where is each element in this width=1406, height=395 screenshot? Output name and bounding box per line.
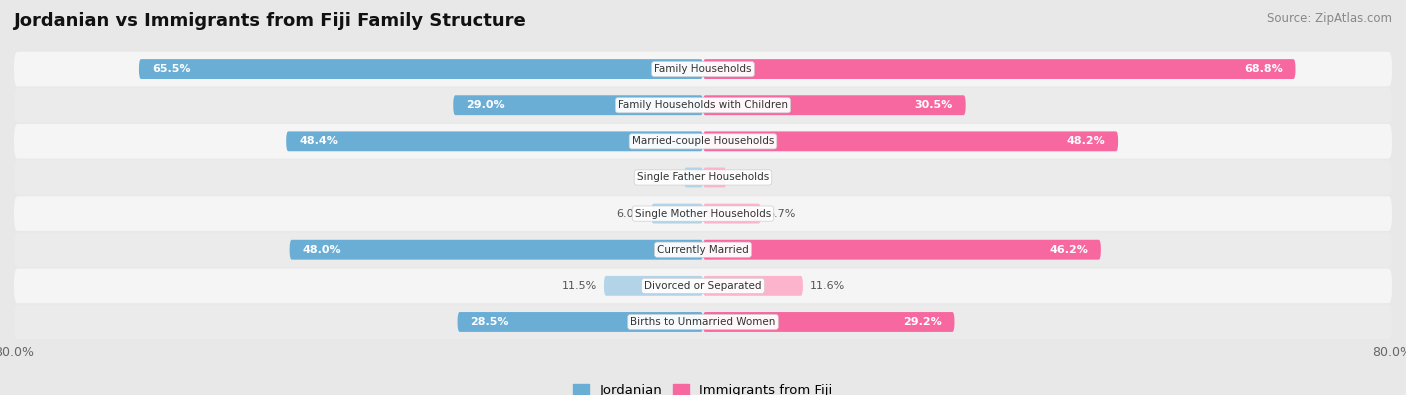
FancyBboxPatch shape — [703, 240, 1101, 260]
Text: Family Households with Children: Family Households with Children — [619, 100, 787, 110]
FancyBboxPatch shape — [703, 95, 966, 115]
Text: 48.4%: 48.4% — [299, 136, 337, 146]
Text: Currently Married: Currently Married — [657, 245, 749, 255]
Text: Single Father Households: Single Father Households — [637, 173, 769, 182]
Text: Family Households: Family Households — [654, 64, 752, 74]
FancyBboxPatch shape — [703, 59, 1295, 79]
FancyBboxPatch shape — [290, 240, 703, 260]
Text: 11.5%: 11.5% — [562, 281, 598, 291]
Text: 48.2%: 48.2% — [1066, 136, 1105, 146]
Text: 29.0%: 29.0% — [467, 100, 505, 110]
FancyBboxPatch shape — [287, 132, 703, 151]
FancyBboxPatch shape — [703, 132, 1118, 151]
Text: Source: ZipAtlas.com: Source: ZipAtlas.com — [1267, 12, 1392, 25]
FancyBboxPatch shape — [703, 276, 803, 296]
Text: 68.8%: 68.8% — [1244, 64, 1282, 74]
Text: 2.2%: 2.2% — [648, 173, 678, 182]
Text: 29.2%: 29.2% — [903, 317, 942, 327]
FancyBboxPatch shape — [703, 167, 727, 187]
FancyBboxPatch shape — [703, 204, 761, 224]
Text: 11.6%: 11.6% — [810, 281, 845, 291]
FancyBboxPatch shape — [139, 59, 703, 79]
Text: 2.7%: 2.7% — [733, 173, 762, 182]
Text: 30.5%: 30.5% — [914, 100, 953, 110]
FancyBboxPatch shape — [703, 312, 955, 332]
FancyBboxPatch shape — [14, 305, 1392, 339]
Text: 6.7%: 6.7% — [768, 209, 796, 218]
Text: 46.2%: 46.2% — [1049, 245, 1088, 255]
Text: Married-couple Households: Married-couple Households — [631, 136, 775, 146]
Text: Divorced or Separated: Divorced or Separated — [644, 281, 762, 291]
Text: Single Mother Households: Single Mother Households — [636, 209, 770, 218]
FancyBboxPatch shape — [605, 276, 703, 296]
FancyBboxPatch shape — [14, 196, 1392, 231]
FancyBboxPatch shape — [14, 160, 1392, 195]
FancyBboxPatch shape — [14, 88, 1392, 122]
Text: 28.5%: 28.5% — [471, 317, 509, 327]
FancyBboxPatch shape — [14, 52, 1392, 87]
Text: 65.5%: 65.5% — [152, 64, 190, 74]
Text: 6.0%: 6.0% — [616, 209, 644, 218]
Text: Jordanian vs Immigrants from Fiji Family Structure: Jordanian vs Immigrants from Fiji Family… — [14, 12, 527, 30]
FancyBboxPatch shape — [685, 167, 703, 187]
FancyBboxPatch shape — [14, 269, 1392, 303]
FancyBboxPatch shape — [14, 232, 1392, 267]
Text: Births to Unmarried Women: Births to Unmarried Women — [630, 317, 776, 327]
FancyBboxPatch shape — [651, 204, 703, 224]
Legend: Jordanian, Immigrants from Fiji: Jordanian, Immigrants from Fiji — [568, 379, 838, 395]
FancyBboxPatch shape — [453, 95, 703, 115]
FancyBboxPatch shape — [14, 124, 1392, 159]
Text: 48.0%: 48.0% — [302, 245, 342, 255]
FancyBboxPatch shape — [457, 312, 703, 332]
